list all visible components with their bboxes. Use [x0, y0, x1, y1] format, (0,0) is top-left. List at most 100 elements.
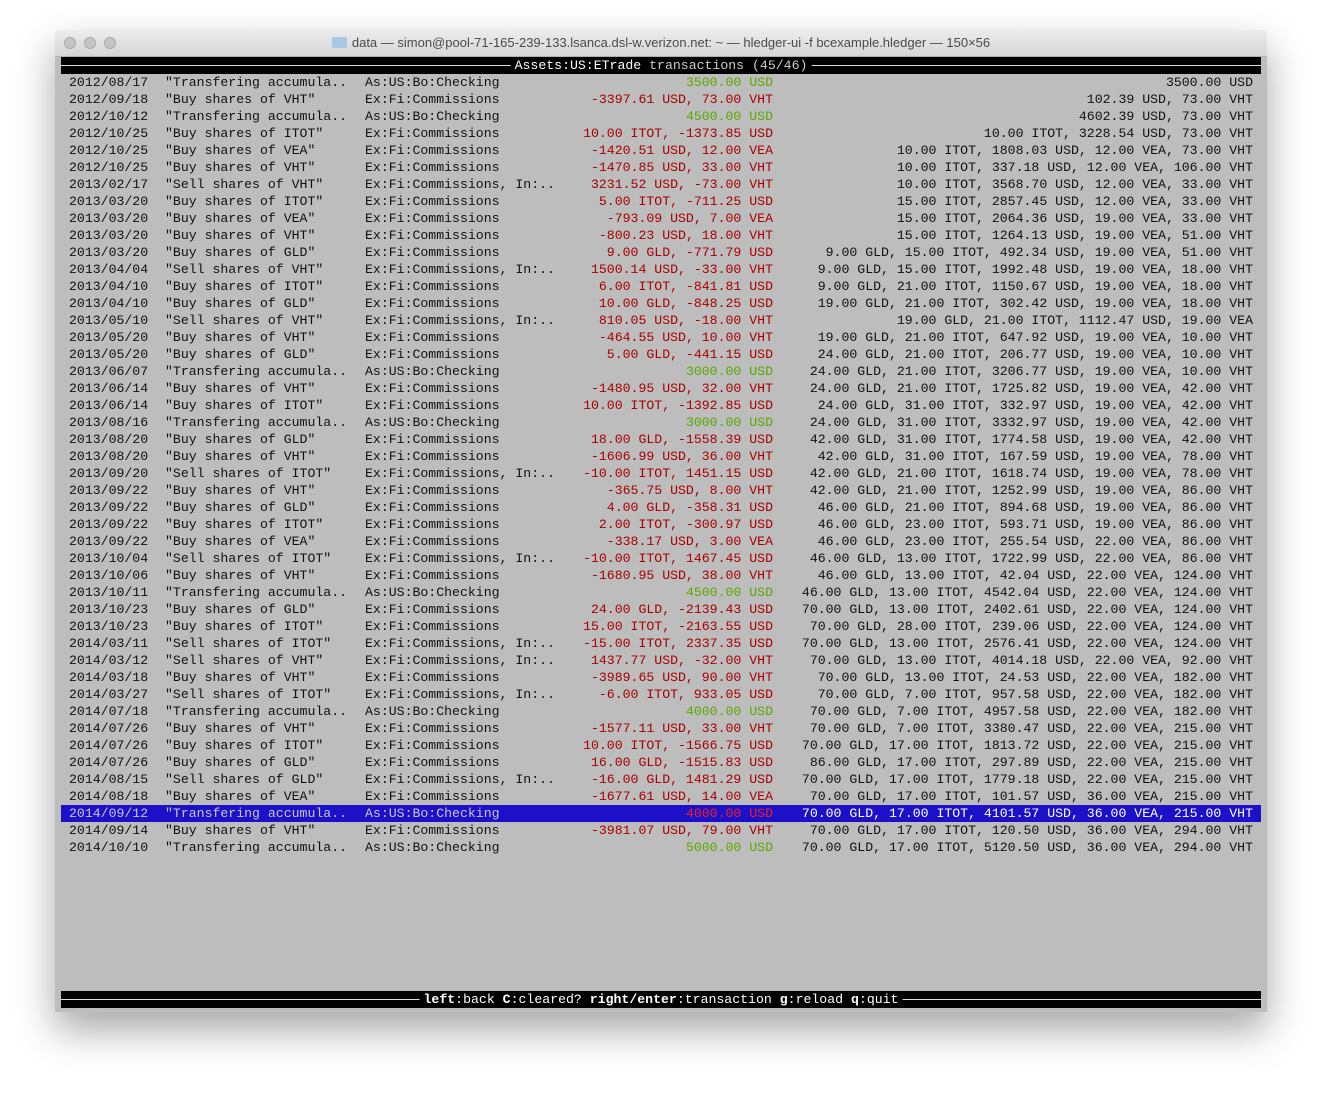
- row-amount: 4500.00 USD: [685, 109, 773, 124]
- row-balance: 46.00 GLD, 23.00 ITOT, 593.71 USD, 19.00…: [817, 517, 1253, 532]
- row-description: "Buy shares of GLD": [165, 432, 316, 447]
- close-button[interactable]: [64, 37, 76, 49]
- row-description: "Buy shares of VHT": [165, 228, 316, 243]
- transaction-row[interactable]: 2013/10/04 "Sell shares of ITOT" Ex:Fi:Com…: [61, 550, 1261, 567]
- transaction-row[interactable]: 2013/04/10 "Buy shares of GLD" Ex:Fi:Commi…: [61, 295, 1261, 312]
- row-description: "Buy shares of GLD": [165, 500, 316, 515]
- transaction-row[interactable]: 2014/07/26 "Buy shares of ITOT" Ex:Fi:Comm…: [61, 737, 1261, 754]
- transaction-row[interactable]: 2013/10/23 "Buy shares of GLD" Ex:Fi:Commi…: [61, 601, 1261, 618]
- row-balance: 70.00 GLD, 17.00 ITOT, 1779.18 USD, 22.0…: [801, 772, 1253, 787]
- transaction-row[interactable]: 2013/04/04 "Sell shares of VHT" Ex:Fi:Comm…: [61, 261, 1261, 278]
- transaction-row[interactable]: 2012/10/25 "Buy shares of VHT" Ex:Fi:Commi…: [61, 159, 1261, 176]
- row-date: 2014/03/18: [69, 670, 149, 685]
- transaction-row[interactable]: 2012/10/12 "Transfering accumula.. As:US:B…: [61, 108, 1261, 125]
- row-amount: 4000.00 USD: [685, 806, 773, 821]
- row-balance: 70.00 GLD, 7.00 ITOT, 3380.47 USD, 22.00…: [809, 721, 1253, 736]
- row-description: "Transfering accumula..: [165, 364, 348, 379]
- row-date: 2014/07/18: [69, 704, 149, 719]
- transaction-row[interactable]: 2013/03/20 "Buy shares of GLD" Ex:Fi:Commi…: [61, 244, 1261, 261]
- row-account: Ex:Fi:Commissions: [365, 279, 500, 294]
- row-date: 2013/09/20: [69, 466, 149, 481]
- transaction-row[interactable]: 2013/03/20 "Buy shares of ITOT" Ex:Fi:Comm…: [61, 193, 1261, 210]
- row-date: 2013/05/20: [69, 347, 149, 362]
- key-action: cleared?: [518, 992, 582, 1007]
- row-description: "Sell shares of ITOT": [165, 687, 332, 702]
- transaction-row[interactable]: 2013/03/20 "Buy shares of VEA" Ex:Fi:Commi…: [61, 210, 1261, 227]
- transaction-row[interactable]: 2014/03/11 "Sell shares of ITOT" Ex:Fi:Com…: [61, 635, 1261, 652]
- transaction-row[interactable]: 2014/10/10 "Transfering accumula.. As:US:B…: [61, 839, 1261, 856]
- row-amount: -1480.95 USD, 32.00 VHT: [590, 381, 773, 396]
- transaction-row[interactable]: 2013/02/17 "Sell shares of VHT" Ex:Fi:Comm…: [61, 176, 1261, 193]
- row-account: As:US:Bo:Checking: [365, 364, 500, 379]
- transaction-row[interactable]: 2013/05/20 "Buy shares of GLD" Ex:Fi:Commi…: [61, 346, 1261, 363]
- transaction-row[interactable]: 2013/10/06 "Buy shares of VHT" Ex:Fi:Commi…: [61, 567, 1261, 584]
- row-balance: 10.00 ITOT, 337.18 USD, 12.00 VEA, 106.0…: [896, 160, 1253, 175]
- transaction-row[interactable]: 2013/08/16 "Transfering accumula.. As:US:B…: [61, 414, 1261, 431]
- row-amount: 1500.14 USD, -33.00 VHT: [590, 262, 773, 277]
- transaction-row[interactable]: 2013/08/20 "Buy shares of GLD" Ex:Fi:Commi…: [61, 431, 1261, 448]
- key-action: reload: [795, 992, 844, 1007]
- transaction-row[interactable]: 2014/08/15 "Sell shares of GLD" Ex:Fi:Comm…: [61, 771, 1261, 788]
- row-date: 2014/07/26: [69, 721, 149, 736]
- transaction-row[interactable]: 2014/07/26 "Buy shares of VHT" Ex:Fi:Commi…: [61, 720, 1261, 737]
- transaction-row[interactable]: 2013/10/23 "Buy shares of ITOT" Ex:Fi:Comm…: [61, 618, 1261, 635]
- transaction-row[interactable]: 2013/05/20 "Buy shares of VHT" Ex:Fi:Commi…: [61, 329, 1261, 346]
- row-balance: 70.00 GLD, 13.00 ITOT, 2402.61 USD, 22.0…: [801, 602, 1253, 617]
- row-description: "Sell shares of ITOT": [165, 551, 332, 566]
- row-amount: -1577.11 USD, 33.00 VHT: [590, 721, 773, 736]
- transaction-row[interactable]: 2013/09/22 "Buy shares of VHT" Ex:Fi:Commi…: [61, 482, 1261, 499]
- row-amount: -338.17 USD, 3.00 VEA: [606, 534, 773, 549]
- transaction-row[interactable]: 2012/10/25 "Buy shares of VEA" Ex:Fi:Commi…: [61, 142, 1261, 159]
- row-description: "Buy shares of VHT": [165, 823, 316, 838]
- transaction-row[interactable]: 2013/04/10 "Buy shares of ITOT" Ex:Fi:Comm…: [61, 278, 1261, 295]
- transaction-row[interactable]: 2013/06/07 "Transfering accumula.. As:US:B…: [61, 363, 1261, 380]
- row-amount: 10.00 ITOT, -1566.75 USD: [583, 738, 773, 753]
- row-description: "Buy shares of VEA": [165, 211, 316, 226]
- transaction-row[interactable]: 2014/03/18 "Buy shares of VHT" Ex:Fi:Commi…: [61, 669, 1261, 686]
- row-description: "Buy shares of ITOT": [165, 279, 324, 294]
- row-amount: 16.00 GLD, -1515.83 USD: [590, 755, 773, 770]
- transaction-row[interactable]: 2013/06/14 "Buy shares of ITOT" Ex:Fi:Comm…: [61, 397, 1261, 414]
- row-date: 2013/06/07: [69, 364, 149, 379]
- row-account: As:US:Bo:Checking: [365, 75, 500, 90]
- minimize-button[interactable]: [84, 37, 96, 49]
- transaction-row[interactable]: 2014/07/18 "Transfering accumula.. As:US:B…: [61, 703, 1261, 720]
- transaction-row[interactable]: 2014/09/14 "Buy shares of VHT" Ex:Fi:Commi…: [61, 822, 1261, 839]
- row-account: Ex:Fi:Commissions, In:..: [365, 313, 555, 328]
- row-amount: 3231.52 USD, -73.00 VHT: [590, 177, 773, 192]
- row-amount: -10.00 ITOT, 1451.15 USD: [583, 466, 773, 481]
- transaction-row[interactable]: 2012/09/18 "Buy shares of VHT" Ex:Fi:Commi…: [61, 91, 1261, 108]
- transaction-row[interactable]: 2013/09/22 "Buy shares of VEA" Ex:Fi:Commi…: [61, 533, 1261, 550]
- transaction-row[interactable]: 2013/09/22 "Buy shares of GLD" Ex:Fi:Commi…: [61, 499, 1261, 516]
- row-date: 2013/09/22: [69, 534, 149, 549]
- zoom-button[interactable]: [104, 37, 116, 49]
- row-date: 2013/05/10: [69, 313, 149, 328]
- transaction-row[interactable]: 2014/08/18 "Buy shares of VEA" Ex:Fi:Commi…: [61, 788, 1261, 805]
- transaction-row[interactable]: 2014/03/27 "Sell shares of ITOT" Ex:Fi:Com…: [61, 686, 1261, 703]
- transaction-row[interactable]: 2013/05/10 "Sell shares of VHT" Ex:Fi:Comm…: [61, 312, 1261, 329]
- row-description: "Sell shares of ITOT": [165, 636, 332, 651]
- key-hint: right/enter:transaction: [589, 992, 772, 1007]
- row-date: 2013/03/20: [69, 228, 149, 243]
- row-account: Ex:Fi:Commissions: [365, 194, 500, 209]
- transaction-row[interactable]: 2013/06/14 "Buy shares of VHT" Ex:Fi:Commi…: [61, 380, 1261, 397]
- transaction-row[interactable]: 2014/03/12 "Sell shares of VHT" Ex:Fi:Comm…: [61, 652, 1261, 669]
- transaction-row[interactable]: 2013/09/20 "Sell shares of ITOT" Ex:Fi:Com…: [61, 465, 1261, 482]
- transaction-row[interactable]: 2013/09/22 "Buy shares of ITOT" Ex:Fi:Comm…: [61, 516, 1261, 533]
- row-date: 2012/10/25: [69, 126, 149, 141]
- transaction-row[interactable]: 2014/07/26 "Buy shares of GLD" Ex:Fi:Commi…: [61, 754, 1261, 771]
- transaction-row[interactable]: 2013/08/20 "Buy shares of VHT" Ex:Fi:Commi…: [61, 448, 1261, 465]
- row-amount: -793.09 USD, 7.00 VEA: [606, 211, 773, 226]
- transaction-row[interactable]: 2013/03/20 "Buy shares of VHT" Ex:Fi:Commi…: [61, 227, 1261, 244]
- row-balance: 70.00 GLD, 17.00 ITOT, 101.57 USD, 36.00…: [809, 789, 1253, 804]
- row-description: "Transfering accumula..: [165, 704, 348, 719]
- row-balance: 9.00 GLD, 15.00 ITOT, 492.34 USD, 19.00 …: [825, 245, 1253, 260]
- row-amount: 9.00 GLD, -771.79 USD: [606, 245, 773, 260]
- transaction-row[interactable]: 2013/10/11 "Transfering accumula.. As:US:B…: [61, 584, 1261, 601]
- row-account: Ex:Fi:Commissions: [365, 500, 500, 515]
- transaction-row[interactable]: 2012/08/17 "Transfering accumula.. As:US:B…: [61, 74, 1261, 91]
- transaction-row[interactable]: 2014/09/12 "Transfering accumula.. As:US:B…: [61, 805, 1261, 822]
- transaction-row[interactable]: 2012/10/25 "Buy shares of ITOT" Ex:Fi:Comm…: [61, 125, 1261, 142]
- row-balance: 70.00 GLD, 7.00 ITOT, 957.58 USD, 22.00 …: [817, 687, 1253, 702]
- row-balance: 46.00 GLD, 13.00 ITOT, 1722.99 USD, 22.0…: [809, 551, 1253, 566]
